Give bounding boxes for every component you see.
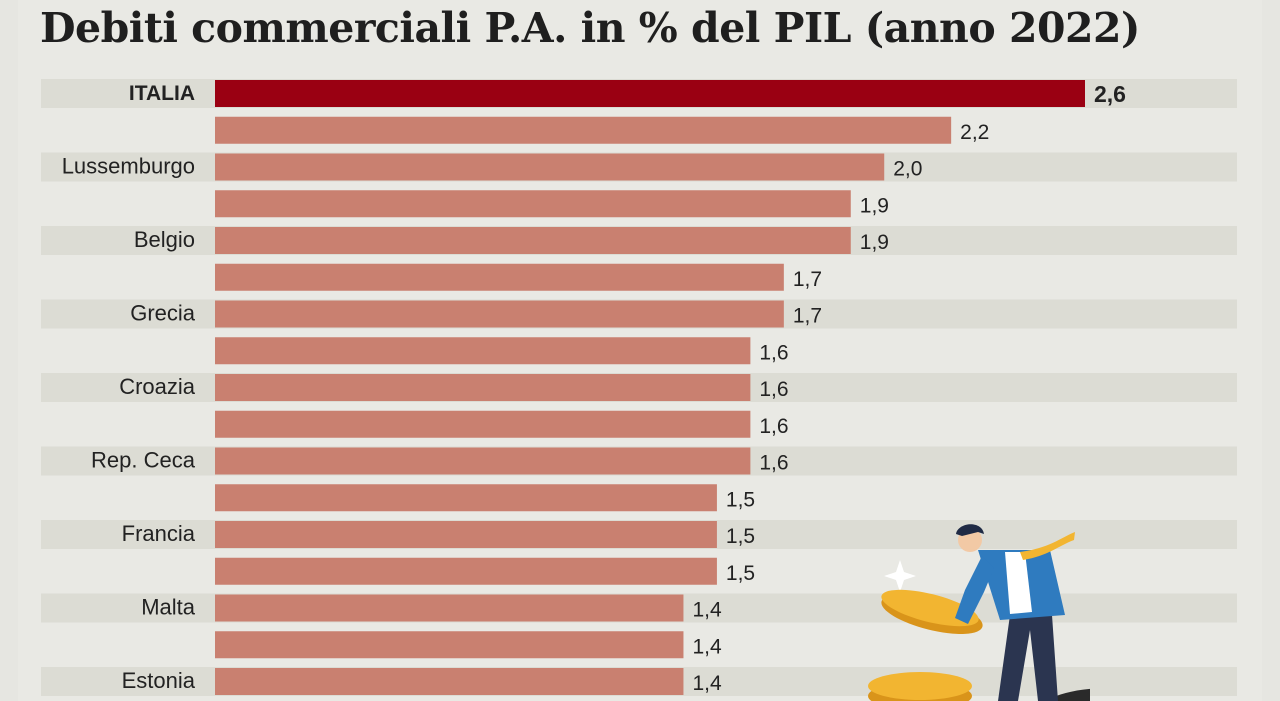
value-label: 1,9 xyxy=(860,231,889,254)
bar xyxy=(215,484,717,512)
bar xyxy=(215,116,952,144)
bar xyxy=(215,300,784,328)
value-label: 1,6 xyxy=(759,452,788,475)
value-label: 2,6 xyxy=(1094,81,1126,107)
businessman-coins-illustration xyxy=(868,524,1090,701)
bar xyxy=(215,594,684,622)
category-label: Estonia xyxy=(122,668,196,693)
value-label: 1,6 xyxy=(759,341,788,364)
category-label: Francia xyxy=(122,521,196,546)
category-label: Malta xyxy=(141,595,196,620)
category-label: Belgio xyxy=(134,227,195,252)
value-label: 1,4 xyxy=(692,635,722,658)
bar xyxy=(215,447,751,475)
bar xyxy=(215,410,751,438)
value-label: 2,0 xyxy=(893,158,922,181)
value-label: 1,7 xyxy=(793,268,822,291)
value-label: 1,9 xyxy=(860,194,889,217)
value-label: 1,6 xyxy=(759,378,788,401)
value-label: 1,4 xyxy=(692,672,722,695)
value-label: 1,5 xyxy=(726,488,755,511)
category-label: ITALIA xyxy=(129,82,195,105)
bar xyxy=(215,521,717,548)
chart-title: Debiti commerciali P.A. in % del PIL (an… xyxy=(40,4,1140,52)
value-label: 1,4 xyxy=(692,599,722,622)
value-label: 2,2 xyxy=(960,121,989,144)
value-label: 1,7 xyxy=(793,305,822,328)
category-label: Grecia xyxy=(130,301,196,326)
bar xyxy=(215,153,885,181)
bar xyxy=(215,374,751,401)
bar xyxy=(215,80,1085,107)
category-label: Croazia xyxy=(119,374,196,399)
bar xyxy=(215,631,684,659)
value-label: 1,5 xyxy=(726,525,755,548)
category-label: Rep. Ceca xyxy=(91,448,196,473)
bar xyxy=(215,263,784,291)
bar xyxy=(215,557,717,585)
bar xyxy=(215,227,851,254)
bar xyxy=(215,190,851,218)
bar xyxy=(215,668,684,695)
value-label: 1,6 xyxy=(759,415,788,438)
value-label: 1,5 xyxy=(726,562,755,585)
category-label: Lussemburgo xyxy=(62,154,195,179)
bar xyxy=(215,337,751,365)
